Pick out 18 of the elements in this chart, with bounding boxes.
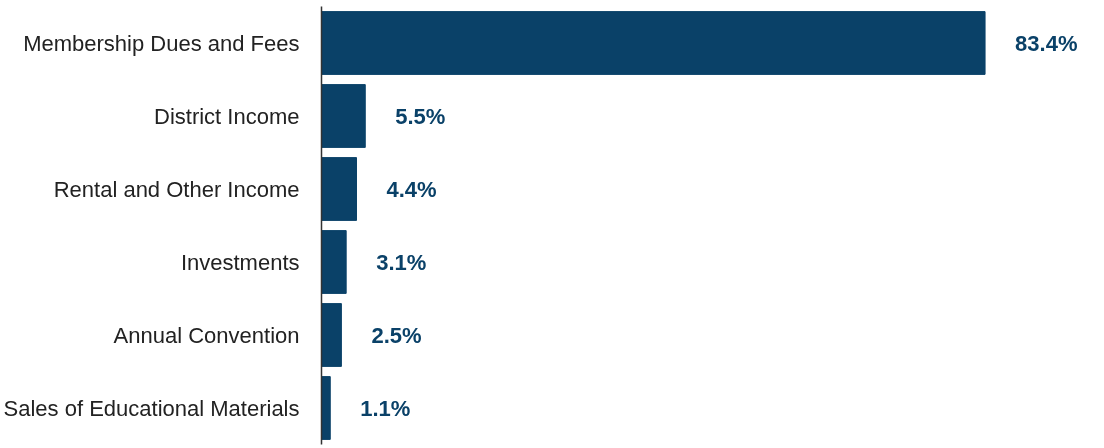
y-tick-label: Annual Convention: [113, 322, 300, 348]
data-label: 2.5%: [371, 322, 422, 348]
data-label: 83.4%: [1015, 30, 1078, 56]
bar: [321, 157, 358, 221]
bar: [321, 376, 331, 440]
data-label: 5.5%: [395, 103, 446, 129]
bar: [321, 11, 986, 75]
y-tick-label: Membership Dues and Fees: [23, 30, 300, 56]
data-label: 1.1%: [360, 395, 411, 421]
y-tick-label: District Income: [154, 103, 300, 129]
y-tick-label: Rental and Other Income: [53, 176, 300, 202]
bar: [321, 230, 347, 294]
data-label: 3.1%: [376, 249, 427, 275]
y-tick-label: Sales of Educational Materials: [3, 395, 300, 421]
bar: [321, 84, 366, 148]
y-tick-label: Investments: [180, 249, 300, 275]
bar: [321, 303, 342, 367]
data-label: 4.4%: [386, 176, 437, 202]
